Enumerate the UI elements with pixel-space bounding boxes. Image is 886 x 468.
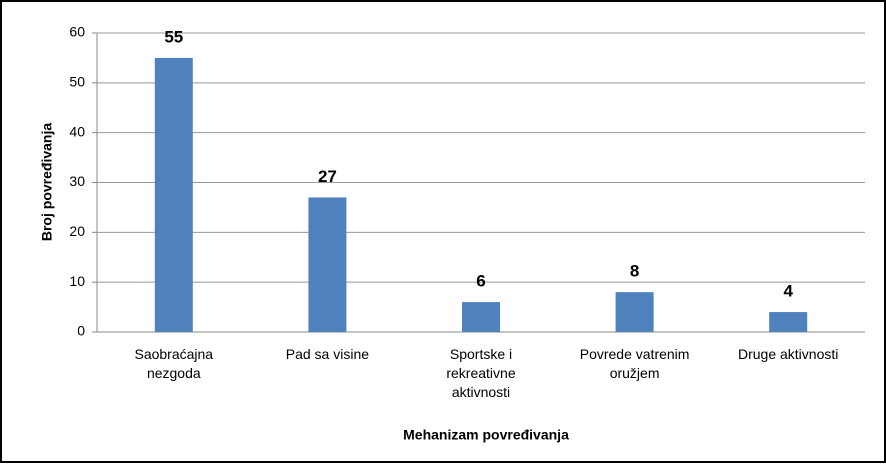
y-tick-label: 10: [69, 273, 85, 289]
data-label: 4: [783, 282, 793, 301]
x-tick-label-box: Pad sa visine: [285, 346, 370, 362]
data-label: 8: [630, 262, 639, 281]
x-tick-label: Sportske i rekreativne aktivnosti: [446, 346, 516, 400]
y-tick-label: 60: [69, 24, 85, 40]
data-label: 27: [318, 167, 337, 186]
x-tick-label: Povrede vatrenim oružjem: [579, 346, 690, 381]
data-label: 6: [476, 272, 485, 291]
bar: [308, 197, 347, 332]
y-axis-title: Broj povređivanja: [39, 123, 55, 241]
y-tick-label: 50: [69, 74, 85, 90]
x-tick-label-box: Sportske i rekreativne aktivnosti: [446, 346, 516, 400]
y-tick-label: 40: [69, 123, 85, 139]
x-tick-label-box: Druge aktivnosti: [737, 346, 839, 362]
x-tick-label: Pad sa visine: [285, 346, 370, 362]
x-tick-label: Saobraćajna nezgoda: [134, 346, 214, 381]
data-label: 55: [164, 27, 183, 46]
y-tick-label: 0: [77, 323, 85, 339]
bar: [615, 292, 654, 332]
x-axis-title: Mehanizam povređivanja: [403, 427, 569, 443]
bar: [462, 302, 500, 332]
y-tick-label: 30: [69, 173, 85, 189]
y-tick-label: 20: [69, 223, 85, 239]
x-tick-label: Druge aktivnosti: [737, 346, 839, 362]
bar: [769, 312, 808, 332]
x-tick-label-box: Saobraćajna nezgoda: [134, 346, 214, 381]
bar: [154, 57, 193, 333]
x-tick-label-box: Povrede vatrenim oružjem: [579, 346, 690, 381]
